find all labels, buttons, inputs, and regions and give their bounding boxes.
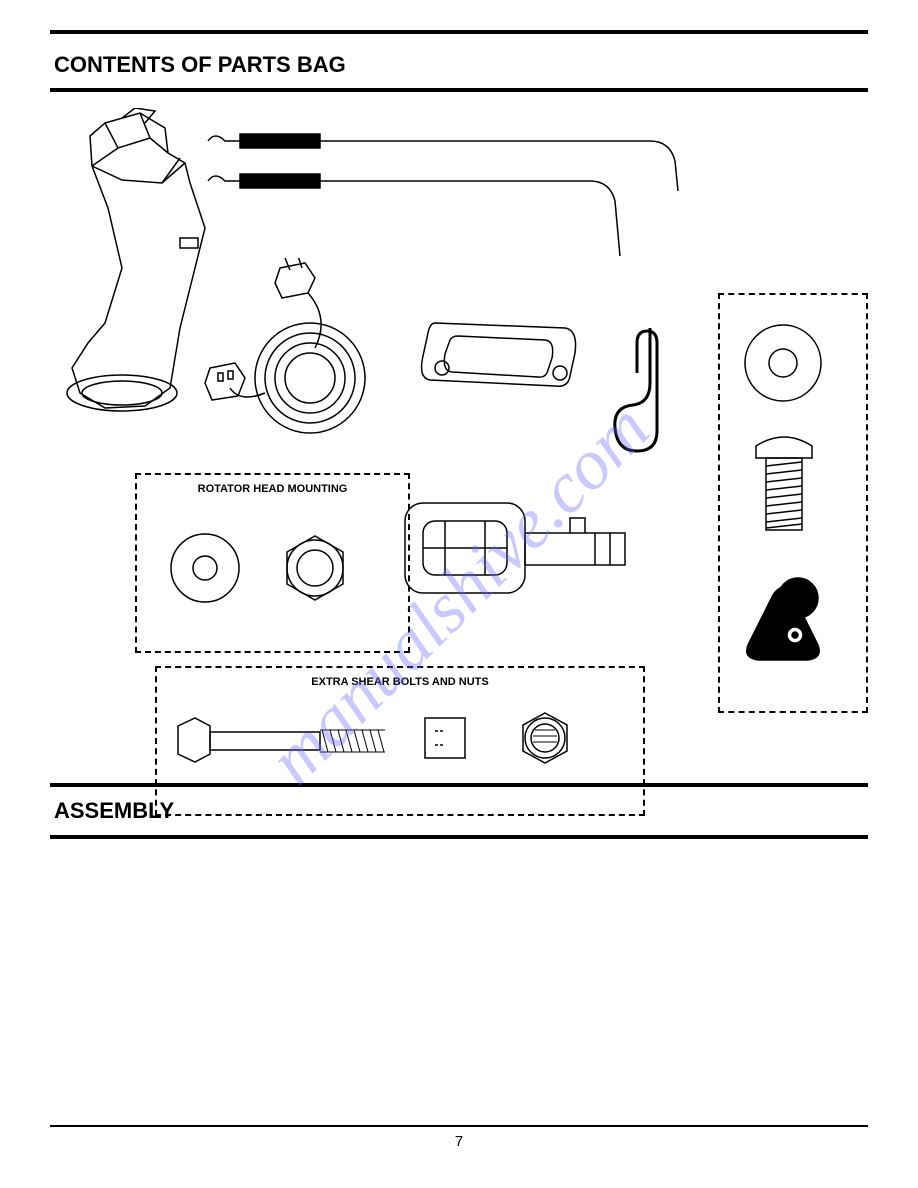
diagram-area: ROTATOR HEAD MOUNTING EXTRA SHEAR BOLTS …: [50, 108, 868, 768]
cord-illustration: [200, 258, 410, 458]
rule-4: [50, 1125, 868, 1127]
section-title-assembly: ASSEMBLY: [54, 798, 174, 824]
rule-1: [50, 88, 868, 92]
rule-2: [50, 783, 868, 787]
section-title-bag: CONTENTS OF PARTS BAG: [54, 52, 346, 78]
rotator-box: ROTATOR HEAD MOUNTING: [135, 473, 410, 653]
right-box: [718, 293, 868, 713]
rotator-box-title: ROTATOR HEAD MOUNTING: [137, 483, 408, 495]
rule-3: [50, 835, 868, 839]
cotter-illustration: [595, 323, 685, 493]
plate-illustration: [420, 308, 580, 398]
key-illustration: [395, 493, 645, 603]
shear-box: EXTRA SHEAR BOLTS AND NUTS: [155, 666, 645, 816]
page-number: 7: [50, 1133, 868, 1150]
shear-box-title: EXTRA SHEAR BOLTS AND NUTS: [157, 676, 643, 688]
top-rule: [50, 30, 868, 34]
